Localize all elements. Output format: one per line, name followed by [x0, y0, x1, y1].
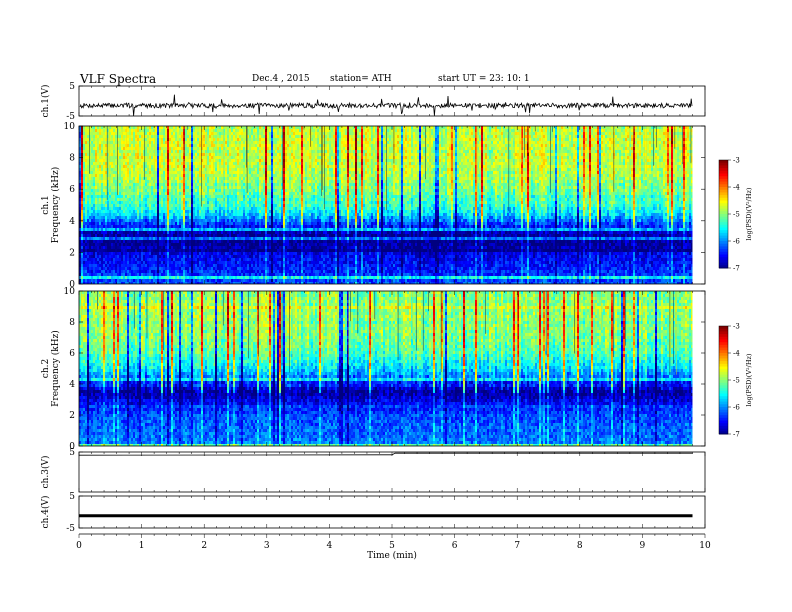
ch3-trace: [79, 453, 693, 455]
time-axis-tick-label: 4: [327, 541, 333, 551]
ch1-trace: [80, 95, 692, 116]
ch1-spectrogram-colorbar-label: log(PSD)(V²/Hz): [745, 187, 753, 240]
ch3-waveform-ylabel: ch.3(V): [40, 456, 51, 489]
ch4-waveform-ytick-label: 5: [69, 492, 75, 502]
ch1-spectrogram-ylabel-frequency: Frequency (kHz): [50, 167, 61, 244]
time-axis-label: Time (min): [367, 550, 417, 561]
ch2-spectrogram-colorbar-tick-label: -6: [733, 404, 740, 412]
ch2-spectrogram-ylabel-channel: ch.2: [41, 359, 51, 378]
ch1-spectrogram-ytick-label: 10: [64, 122, 76, 132]
ch1-spectrogram-colorbar-tick-label: -7: [733, 265, 740, 273]
ch2-spectrogram-colorbar-tick-label: -4: [733, 350, 740, 358]
time-axis-tick-label: 2: [201, 541, 207, 551]
ch2-spectrogram-ytick-label: 4: [69, 380, 75, 390]
time-axis-tick-label: 9: [640, 541, 646, 551]
ch1-spectrogram-ylabel-channel: ch.1: [41, 195, 51, 214]
ch2-spectrogram-ytick-label: 10: [64, 287, 76, 297]
time-axis-tick-label: 3: [264, 541, 270, 551]
ch1-spectrogram-colorbar-tick-label: -6: [733, 238, 740, 246]
vlf-spectra-figure: 5-5ch.1(V)0246810ch.1 Frequency (kHz)-3-4…: [0, 0, 792, 612]
ch3-waveform-frame: [79, 452, 705, 492]
ch2-spectrogram-ytick-label: 2: [69, 411, 75, 421]
ch1-spectrogram-ytick-label: 6: [69, 185, 75, 195]
ch2-spectrogram-colorbar-label: log(PSD)(V²/Hz): [745, 353, 753, 406]
time-axis-tick-label: 7: [514, 541, 520, 551]
ch3-waveform-ytick-label: 5: [69, 448, 75, 458]
ch1-spectrogram-colorbar-tick-label: -4: [733, 184, 740, 192]
time-axis-tick-label: 1: [139, 541, 145, 551]
ch2-spectrogram-colorbar-tick-label: -5: [733, 377, 740, 385]
ch1-waveform-ytick-label: 5: [69, 82, 75, 92]
ch4-waveform-ylabel: ch.4(V): [40, 496, 51, 529]
time-axis-tick-label: 5: [389, 541, 395, 551]
ch4-waveform-ytick-label: -5: [66, 524, 75, 534]
ch1-spectrogram-ytick-label: 8: [69, 154, 75, 164]
ch2-spectrogram-ytick-label: 6: [69, 349, 75, 359]
ch1-spectrogram-cells: [79, 126, 692, 284]
time-axis-tick-label: 0: [76, 541, 82, 551]
time-axis-tick-label: 10: [699, 541, 711, 551]
ch2-spectrogram-colorbar-tick-label: -7: [733, 431, 740, 439]
ch4-waveform-frame: [79, 496, 705, 528]
ch2-spectrogram-ylabel-frequency: Frequency (kHz): [50, 330, 61, 407]
ch1-waveform-frame: [79, 86, 705, 116]
ch1-spectrogram-colorbar-tick-label: -3: [733, 157, 740, 165]
ch2-spectrogram-ytick-label: 8: [69, 318, 75, 328]
ch1-spectrogram-colorbar-tick-label: -5: [733, 211, 740, 219]
ch1-spectrogram-ytick-label: 2: [69, 248, 75, 258]
ch1-waveform-ytick-label: -5: [66, 112, 75, 122]
ch2-spectrogram-colorbar-tick-label: -3: [733, 323, 740, 331]
time-axis-tick-label: 6: [452, 541, 458, 551]
ch1-spectrogram-ytick-label: 4: [69, 217, 75, 227]
ch1-waveform-ylabel: ch.1(V): [40, 85, 51, 118]
time-axis-tick-label: 8: [577, 541, 583, 551]
ch2-spectrogram-cells: [79, 291, 692, 446]
